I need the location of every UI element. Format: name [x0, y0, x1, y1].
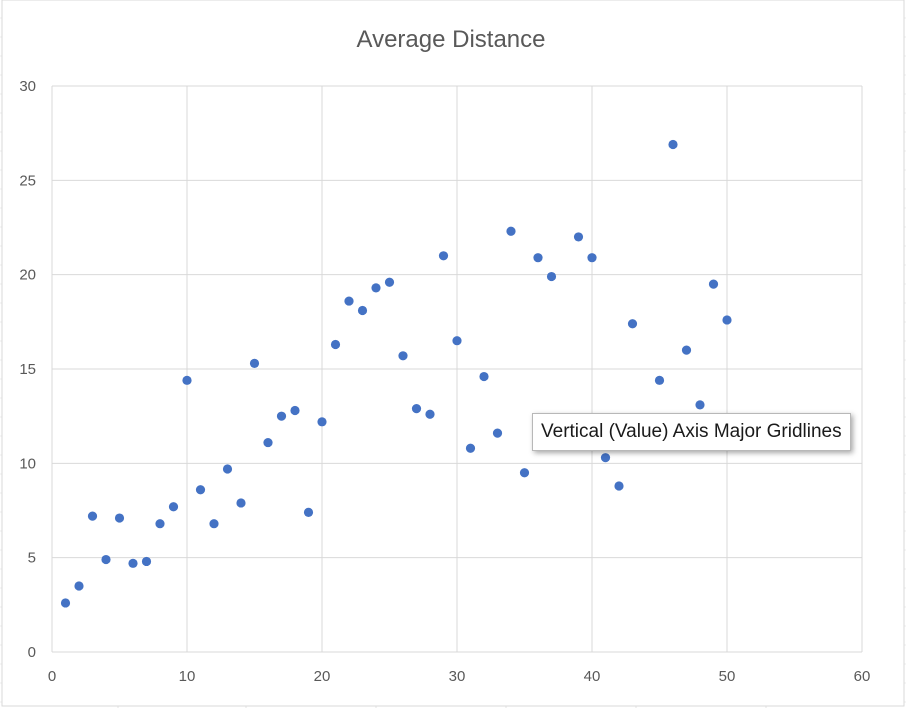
data-point[interactable]: [236, 498, 246, 508]
data-point[interactable]: [60, 598, 71, 608]
x-tick-label: 60: [854, 668, 871, 685]
data-point[interactable]: [168, 502, 179, 512]
data-point[interactable]: [465, 443, 476, 453]
data-point[interactable]: [533, 253, 543, 263]
data-points[interactable]: [60, 139, 732, 608]
data-point[interactable]: [263, 437, 273, 448]
y-tick-label: 5: [28, 550, 36, 567]
data-point[interactable]: [357, 305, 368, 316]
data-point[interactable]: [317, 417, 327, 427]
data-point[interactable]: [398, 351, 408, 361]
data-point[interactable]: [371, 283, 381, 293]
data-point[interactable]: [87, 511, 98, 521]
data-point[interactable]: [681, 345, 692, 355]
data-point[interactable]: [290, 405, 300, 416]
data-point[interactable]: [492, 428, 503, 438]
data-point[interactable]: [195, 485, 206, 495]
y-tick-label: 20: [19, 267, 36, 284]
data-point[interactable]: [506, 226, 516, 236]
data-point[interactable]: [222, 464, 233, 474]
data-point[interactable]: [330, 339, 341, 350]
data-point[interactable]: [452, 336, 462, 346]
gridlines-tooltip: Vertical (Value) Axis Major Gridlines: [532, 413, 851, 451]
data-point[interactable]: [600, 453, 611, 463]
data-point[interactable]: [114, 513, 125, 523]
data-point[interactable]: [722, 315, 732, 325]
data-point[interactable]: [155, 519, 165, 529]
y-tick-label: 10: [19, 455, 36, 472]
data-point[interactable]: [411, 404, 422, 414]
x-tick-label: 20: [314, 668, 331, 685]
data-point[interactable]: [425, 409, 435, 419]
data-point[interactable]: [276, 411, 287, 421]
data-point[interactable]: [101, 554, 111, 565]
data-point[interactable]: [519, 468, 530, 478]
data-point[interactable]: [587, 253, 597, 263]
data-point[interactable]: [614, 481, 624, 491]
data-point[interactable]: [384, 277, 395, 287]
data-point[interactable]: [438, 251, 449, 261]
y-axis-tick-labels: 0 5 10 15 20 25 30: [19, 78, 36, 661]
data-point[interactable]: [141, 556, 152, 567]
x-tick-label: 50: [719, 668, 736, 685]
data-point[interactable]: [128, 558, 138, 568]
data-point[interactable]: [479, 371, 489, 382]
data-point[interactable]: [344, 296, 354, 306]
data-point[interactable]: [249, 358, 260, 368]
data-point[interactable]: [708, 279, 719, 289]
x-tick-label: 0: [48, 668, 56, 685]
data-point[interactable]: [209, 519, 219, 529]
plot-gridlines[interactable]: [51, 85, 863, 653]
data-point[interactable]: [74, 581, 84, 591]
x-tick-label: 40: [584, 668, 601, 685]
x-tick-label: 10: [179, 668, 196, 685]
data-point[interactable]: [668, 139, 678, 150]
y-tick-label: 0: [28, 644, 36, 661]
x-axis-tick-labels: 0 10 20 30 40 50 60: [48, 668, 871, 685]
x-tick-label: 30: [449, 668, 466, 685]
data-point[interactable]: [573, 232, 584, 242]
data-point[interactable]: [546, 271, 557, 282]
data-point[interactable]: [182, 375, 192, 385]
data-point[interactable]: [695, 400, 705, 410]
y-tick-label: 25: [19, 172, 36, 189]
data-point[interactable]: [303, 507, 314, 517]
data-point[interactable]: [627, 319, 638, 329]
y-tick-label: 15: [19, 361, 36, 378]
data-point[interactable]: [654, 375, 665, 385]
y-tick-label: 30: [19, 78, 36, 95]
chart-title[interactable]: Average Distance: [357, 26, 546, 53]
